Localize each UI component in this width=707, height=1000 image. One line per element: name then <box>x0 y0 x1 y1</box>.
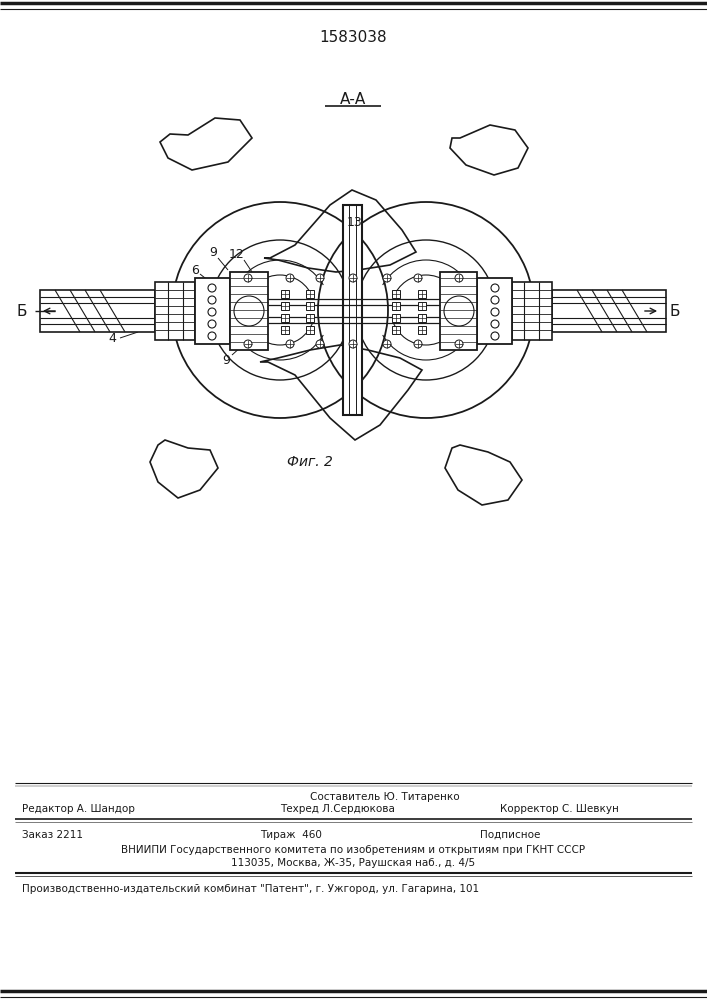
Polygon shape <box>230 272 268 350</box>
Polygon shape <box>450 125 528 175</box>
Circle shape <box>414 274 422 282</box>
Circle shape <box>208 320 216 328</box>
Circle shape <box>316 274 324 282</box>
Polygon shape <box>512 282 552 340</box>
Circle shape <box>286 274 294 282</box>
Text: ВНИИПИ Государственного комитета по изобретениям и открытиям при ГКНТ СССР: ВНИИПИ Государственного комитета по изоб… <box>121 845 585 855</box>
Polygon shape <box>552 290 666 332</box>
Text: Б: Б <box>670 304 680 318</box>
Text: 13: 13 <box>347 216 363 229</box>
Polygon shape <box>40 290 155 332</box>
Polygon shape <box>281 290 289 298</box>
Polygon shape <box>418 326 426 334</box>
Circle shape <box>491 296 499 304</box>
Polygon shape <box>281 326 289 334</box>
Circle shape <box>316 340 324 348</box>
Polygon shape <box>150 440 218 498</box>
Text: Б: Б <box>17 304 28 318</box>
Polygon shape <box>306 314 314 322</box>
Circle shape <box>455 274 463 282</box>
Circle shape <box>414 340 422 348</box>
Text: 9: 9 <box>222 354 230 366</box>
Polygon shape <box>440 272 477 350</box>
Circle shape <box>208 332 216 340</box>
Circle shape <box>208 284 216 292</box>
Text: 1583038: 1583038 <box>319 30 387 45</box>
Polygon shape <box>306 326 314 334</box>
Circle shape <box>349 340 357 348</box>
Polygon shape <box>306 302 314 310</box>
Text: Производственно-издательский комбинат "Патент", г. Ужгород, ул. Гагарина, 101: Производственно-издательский комбинат "П… <box>22 884 479 894</box>
Text: Тираж  460: Тираж 460 <box>260 830 322 840</box>
Text: 12: 12 <box>229 248 245 261</box>
Text: Фиг. 2: Фиг. 2 <box>287 455 333 469</box>
Text: Редактор А. Шандор: Редактор А. Шандор <box>22 804 135 814</box>
Circle shape <box>491 308 499 316</box>
Polygon shape <box>306 290 314 298</box>
Circle shape <box>286 340 294 348</box>
Polygon shape <box>264 190 416 272</box>
Polygon shape <box>160 118 252 170</box>
Polygon shape <box>445 445 522 505</box>
Polygon shape <box>155 282 195 340</box>
Polygon shape <box>418 290 426 298</box>
Text: Составитель Ю. Титаренко: Составитель Ю. Титаренко <box>310 792 460 802</box>
Polygon shape <box>418 314 426 322</box>
Text: Подписное: Подписное <box>480 830 540 840</box>
Text: Заказ 2211: Заказ 2211 <box>22 830 83 840</box>
Text: А-А: А-А <box>340 93 366 107</box>
Text: 6: 6 <box>191 263 199 276</box>
Polygon shape <box>477 278 512 344</box>
Circle shape <box>491 332 499 340</box>
Circle shape <box>208 296 216 304</box>
Polygon shape <box>418 302 426 310</box>
Circle shape <box>383 274 391 282</box>
Polygon shape <box>195 278 230 344</box>
Polygon shape <box>281 314 289 322</box>
Text: 9: 9 <box>209 246 217 259</box>
Circle shape <box>208 308 216 316</box>
Circle shape <box>244 340 252 348</box>
Circle shape <box>491 320 499 328</box>
Polygon shape <box>281 302 289 310</box>
Circle shape <box>491 284 499 292</box>
Text: Техред Л.Сердюкова: Техред Л.Сердюкова <box>280 804 395 814</box>
Polygon shape <box>392 302 400 310</box>
Circle shape <box>455 340 463 348</box>
Circle shape <box>349 274 357 282</box>
Text: Корректор С. Шевкун: Корректор С. Шевкун <box>500 804 619 814</box>
Polygon shape <box>392 290 400 298</box>
Polygon shape <box>260 345 422 440</box>
Text: 113035, Москва, Ж-35, Раушская наб., д. 4/5: 113035, Москва, Ж-35, Раушская наб., д. … <box>231 858 475 868</box>
Text: 4: 4 <box>108 332 116 344</box>
Circle shape <box>383 340 391 348</box>
Polygon shape <box>392 314 400 322</box>
Polygon shape <box>392 326 400 334</box>
Circle shape <box>244 274 252 282</box>
Polygon shape <box>343 205 362 415</box>
